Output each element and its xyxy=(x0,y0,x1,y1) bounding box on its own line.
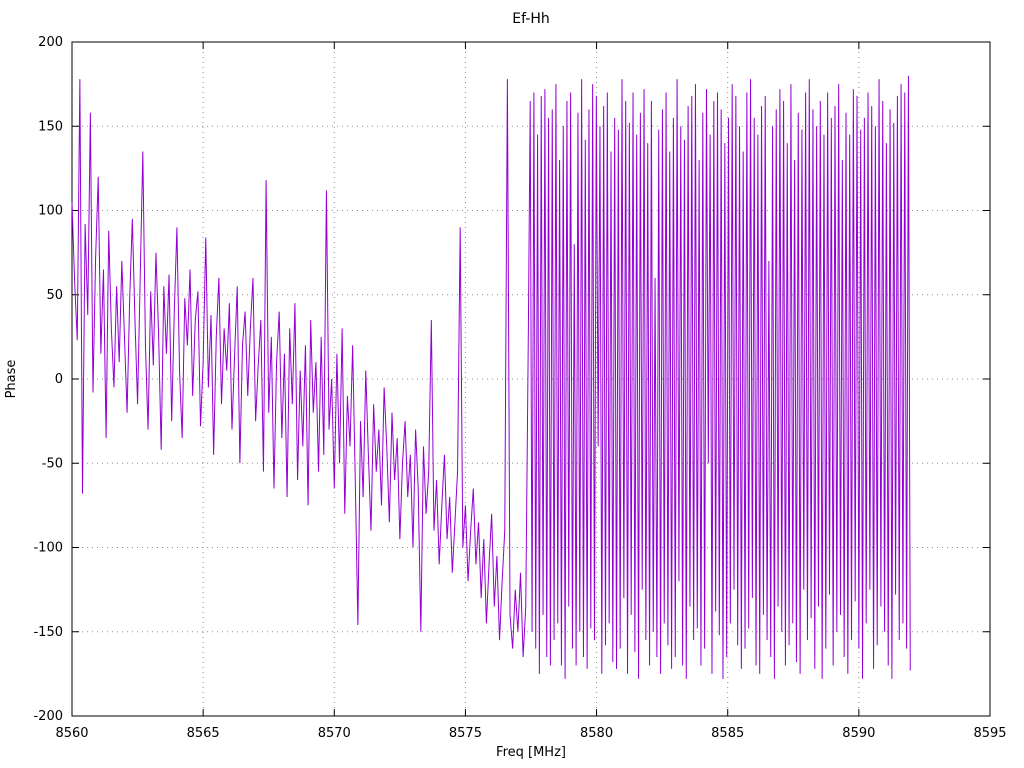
x-tick-label: 8590 xyxy=(842,726,875,741)
phase-trace xyxy=(71,75,911,679)
x-tick-label: 8580 xyxy=(580,726,613,741)
y-tick-label: -50 xyxy=(42,456,63,471)
y-tick-label: 150 xyxy=(38,119,63,134)
y-tick-label: 200 xyxy=(38,35,63,50)
y-tick-label: -150 xyxy=(33,625,63,640)
x-tick-label: 8585 xyxy=(711,726,744,741)
y-tick-label: 100 xyxy=(38,204,63,219)
x-tick-label: 8595 xyxy=(973,726,1006,741)
x-axis-label: Freq [MHz] xyxy=(496,745,566,760)
tick-labels: 8560 8565 8570 8575 8580 8585 8590 8595 -200 -150… xyxy=(33,35,1006,741)
chart-title: Ef-Hh xyxy=(512,11,549,27)
plot-border xyxy=(71,41,991,717)
y-tick-label: 50 xyxy=(46,288,63,303)
x-tick-label: 8575 xyxy=(449,726,482,741)
x-tick-label: 8565 xyxy=(187,726,220,741)
y-tick-label: -200 xyxy=(33,709,63,724)
y-axis-label: Phase xyxy=(4,360,19,399)
x-tick-label: 8570 xyxy=(318,726,351,741)
x-tick-label: 8560 xyxy=(55,726,88,741)
y-tick-label: 0 xyxy=(55,372,63,387)
y-tick-label: -100 xyxy=(33,541,63,556)
